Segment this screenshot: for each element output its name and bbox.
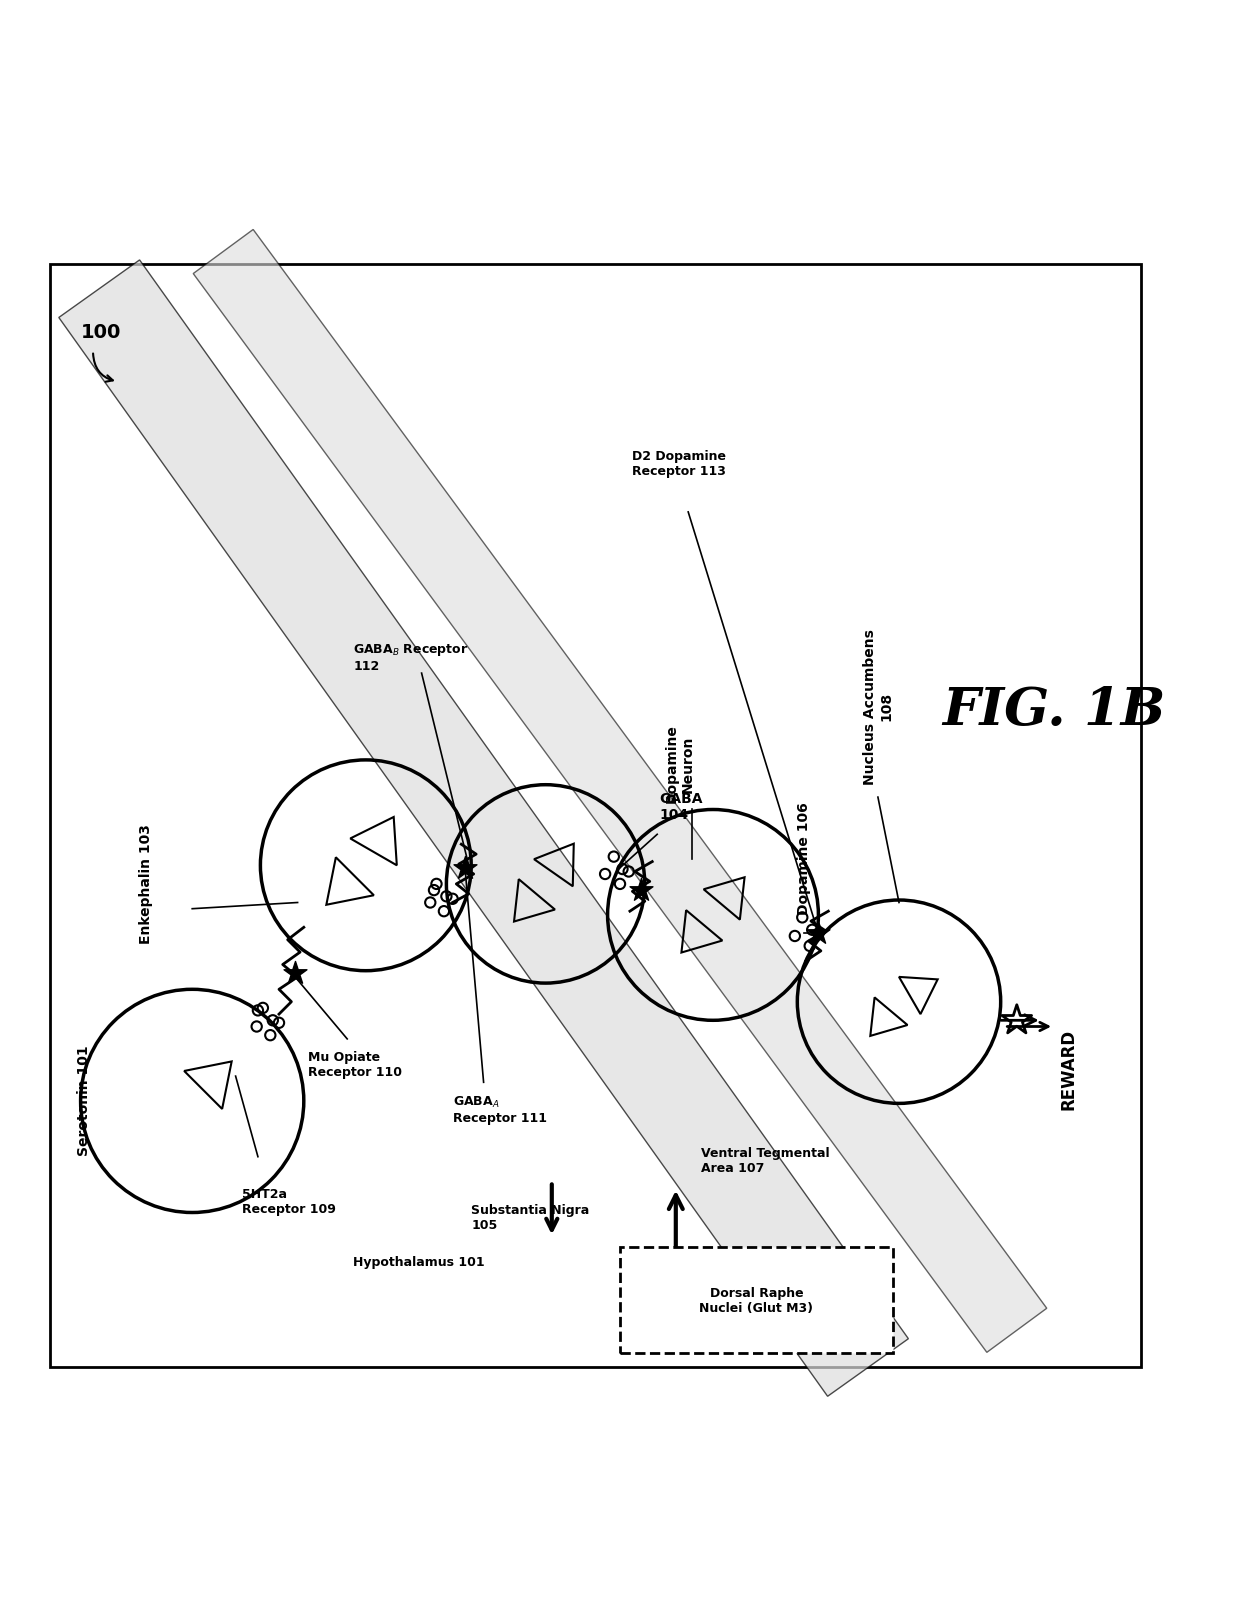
Point [285,960,305,986]
Text: Substantia Nigra
105: Substantia Nigra 105 [471,1205,589,1232]
Point [424,877,444,903]
Text: Enkephalin 103: Enkephalin 103 [139,824,154,944]
Point [455,855,475,881]
Point [436,884,456,910]
Text: Nucleus Accumbens
108: Nucleus Accumbens 108 [863,628,893,785]
Point [443,886,463,911]
FancyBboxPatch shape [50,264,1141,1368]
Text: GABA$_B$ Receptor
112: GABA$_B$ Receptor 112 [353,643,469,674]
Text: Mu Opiate
Receptor 110: Mu Opiate Receptor 110 [308,1051,402,1080]
Point [808,921,828,947]
Text: Dopamine 106: Dopamine 106 [796,801,811,915]
Point [631,877,651,903]
Point [1007,1007,1027,1033]
Point [420,889,440,915]
FancyArrowPatch shape [93,353,113,382]
Text: GABA
104: GABA 104 [660,792,703,822]
Text: FIG. 1B: FIG. 1B [942,685,1166,735]
Point [595,861,615,887]
Point [260,1022,280,1047]
Text: GABA$_A$
Receptor 111: GABA$_A$ Receptor 111 [453,1094,547,1125]
Point [619,858,639,884]
Point [610,871,630,897]
Point [263,1007,283,1033]
Point [802,916,822,942]
Text: Dopamine
Neuron: Dopamine Neuron [665,724,694,803]
Text: Hypothalamus 101: Hypothalamus 101 [353,1256,485,1269]
Point [604,843,624,869]
Polygon shape [58,261,909,1396]
Point [800,933,820,958]
Text: REWARD: REWARD [1060,1030,1078,1111]
Text: Serotonin 101: Serotonin 101 [77,1046,92,1156]
Point [247,1013,267,1039]
Point [269,1010,289,1036]
Point [785,923,805,949]
Point [253,996,273,1022]
Text: Ventral Tegmental
Area 107: Ventral Tegmental Area 107 [701,1146,830,1175]
Text: 5HT2a
Receptor 109: 5HT2a Receptor 109 [242,1188,336,1216]
Text: Dorsal Raphe
Nuclei (Glut M3): Dorsal Raphe Nuclei (Glut M3) [699,1287,813,1315]
Point [427,871,446,897]
Point [808,921,828,947]
Polygon shape [193,230,1047,1352]
Point [434,899,454,924]
Text: D2 Dopamine
Receptor 113: D2 Dopamine Receptor 113 [632,450,727,478]
Text: 100: 100 [81,324,122,342]
Point [613,856,632,882]
Point [248,997,268,1023]
FancyBboxPatch shape [620,1247,893,1352]
Point [792,905,812,931]
